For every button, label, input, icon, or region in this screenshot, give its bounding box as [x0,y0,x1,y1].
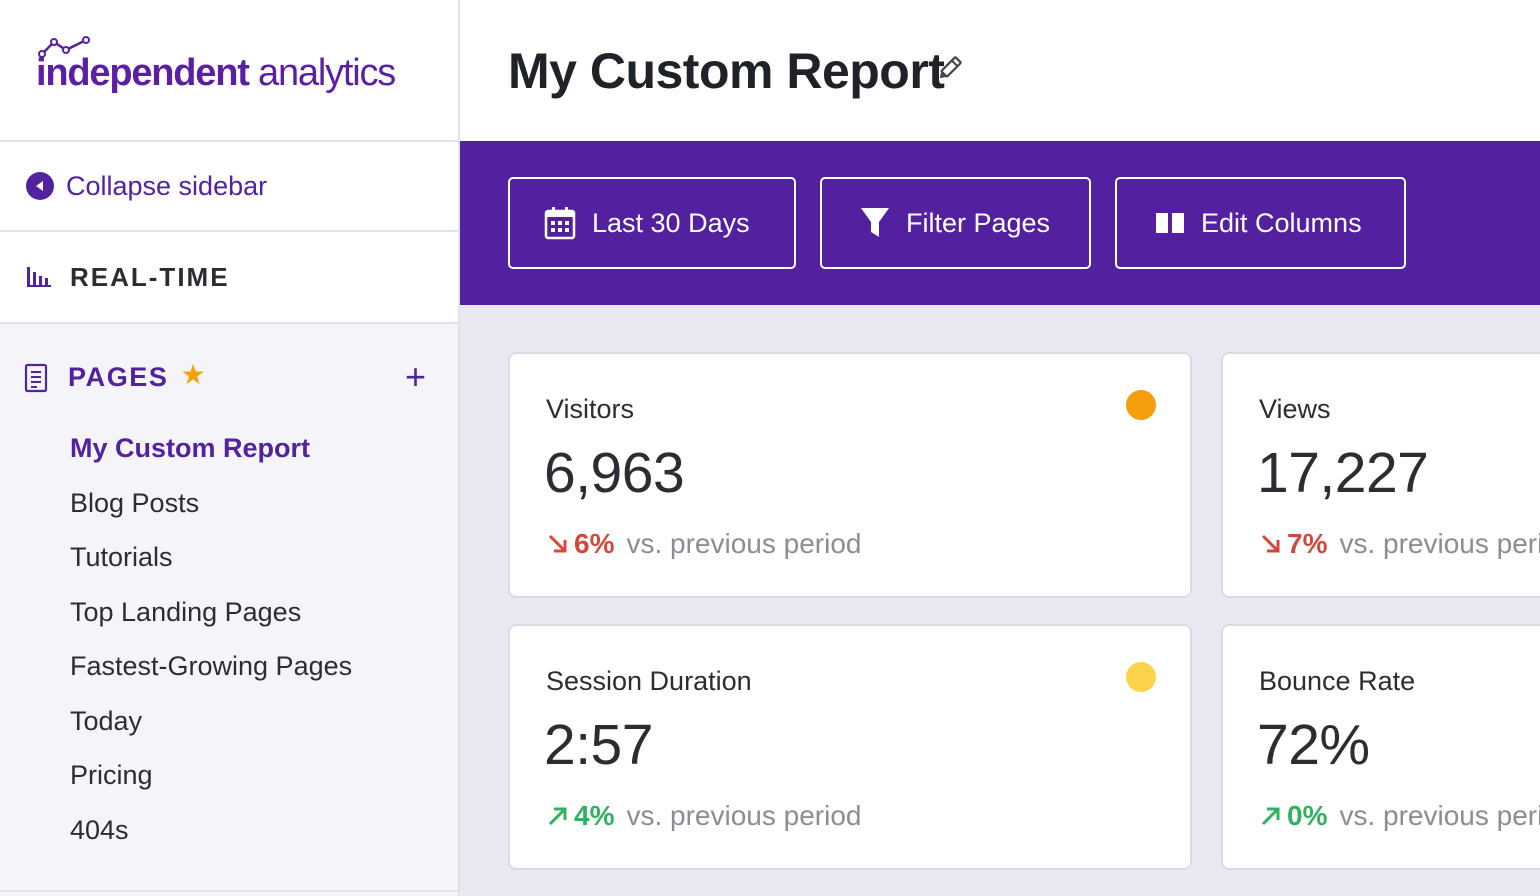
logo-area: independent analytics [0,0,458,142]
report-toolbar: Last 30 Days Filter Pages Edit Columns [460,141,1540,305]
calendar-icon [544,206,576,240]
list-item[interactable]: My Custom Report [70,433,311,463]
sidebar-divider [0,890,458,892]
stat-change-percent: 7% [1287,528,1328,559]
logo-bold-text: independent [36,52,250,94]
list-item[interactable]: Top Landing Pages [70,596,302,627]
stat-card-views[interactable]: Views 17,227 7% vs. previous period [1221,352,1540,598]
date-range-label: Last 30 Days [592,207,750,238]
stat-label: Views [1259,394,1331,424]
arrow-down-right-icon [1261,534,1280,553]
stat-label: Visitors [546,394,635,424]
pages-report-list: My Custom Report Blog Posts Tutorials To… [70,426,352,862]
stat-change-percent: 0% [1287,800,1328,831]
columns-icon [1155,211,1185,235]
arrow-up-right-icon [1261,807,1280,826]
edit-columns-button[interactable]: Edit Columns [1115,177,1406,269]
stat-card-visitors[interactable]: Visitors 6,963 6% vs. previous period [508,352,1192,598]
series-color-dot[interactable] [1126,390,1156,420]
filter-pages-label: Filter Pages [906,207,1051,238]
edit-columns-label: Edit Columns [1201,207,1362,238]
nav-realtime[interactable]: REAL-TIME [0,232,458,324]
stat-card-session-duration[interactable]: Session Duration 2:57 4% vs. previous pe… [508,624,1192,870]
stat-change-percent: 6% [574,528,615,559]
list-item[interactable]: Blog Posts [70,487,200,518]
chevron-left-circle-icon [26,172,54,200]
brand-logo[interactable]: independent analytics [36,36,396,94]
stat-compare-label: vs. previous period [1339,800,1540,831]
stat-change: 7% vs. previous period [1259,528,1540,560]
stat-label: Bounce Rate [1259,666,1416,696]
series-color-dot[interactable] [1126,662,1156,692]
stat-card-bounce-rate[interactable]: Bounce Rate 72% 0% vs. previous period [1221,624,1540,870]
bar-chart-icon [27,267,51,287]
arrow-up-right-icon [548,807,567,826]
collapse-sidebar-label: Collapse sidebar [66,170,268,201]
stat-change: 4% vs. previous period [546,800,861,832]
date-range-button[interactable]: Last 30 Days [508,177,796,269]
pencil-icon[interactable] [934,54,964,84]
star-icon[interactable]: ★ [180,359,206,390]
stat-value: 17,227 [1257,441,1429,505]
document-icon [24,363,48,392]
collapse-sidebar-button[interactable]: Collapse sidebar [0,142,458,232]
stat-value: 2:57 [544,713,653,777]
logo-light-text: analytics [248,52,396,94]
nav-pages-label: PAGES [68,362,169,392]
list-item[interactable]: Pricing [70,760,153,790]
page-header: My Custom Report [460,0,1540,141]
nav-realtime-label: REAL-TIME [70,261,230,292]
stat-compare-label: vs. previous period [626,528,862,559]
stat-value: 72% [1257,713,1370,777]
list-item[interactable]: Tutorials [70,542,173,572]
list-item[interactable]: Today [70,705,143,736]
main-content: My Custom Report [460,0,1540,896]
line-chart-icon [38,36,90,58]
sidebar: independent analytics Collapse sidebar R… [0,0,460,896]
stat-compare-label: vs. previous period [1339,528,1540,559]
stat-change-percent: 4% [574,800,615,831]
nav-pages-header[interactable]: PAGES ★ + [24,356,426,397]
logo-wordmark: independent analytics [36,36,396,94]
arrow-down-right-icon [548,534,567,553]
funnel-icon [860,206,890,240]
list-item[interactable]: 404s [70,814,129,845]
stat-value: 6,963 [544,441,685,505]
filter-pages-button[interactable]: Filter Pages [820,177,1091,269]
stat-compare-label: vs. previous period [626,800,862,831]
plus-icon[interactable]: + [404,356,426,397]
stat-change: 0% vs. previous period [1259,800,1540,832]
list-item[interactable]: Fastest-Growing Pages [70,651,353,681]
stat-change: 6% vs. previous period [546,528,861,560]
page-title: My Custom Report [508,43,945,99]
stat-label: Session Duration [546,666,752,696]
